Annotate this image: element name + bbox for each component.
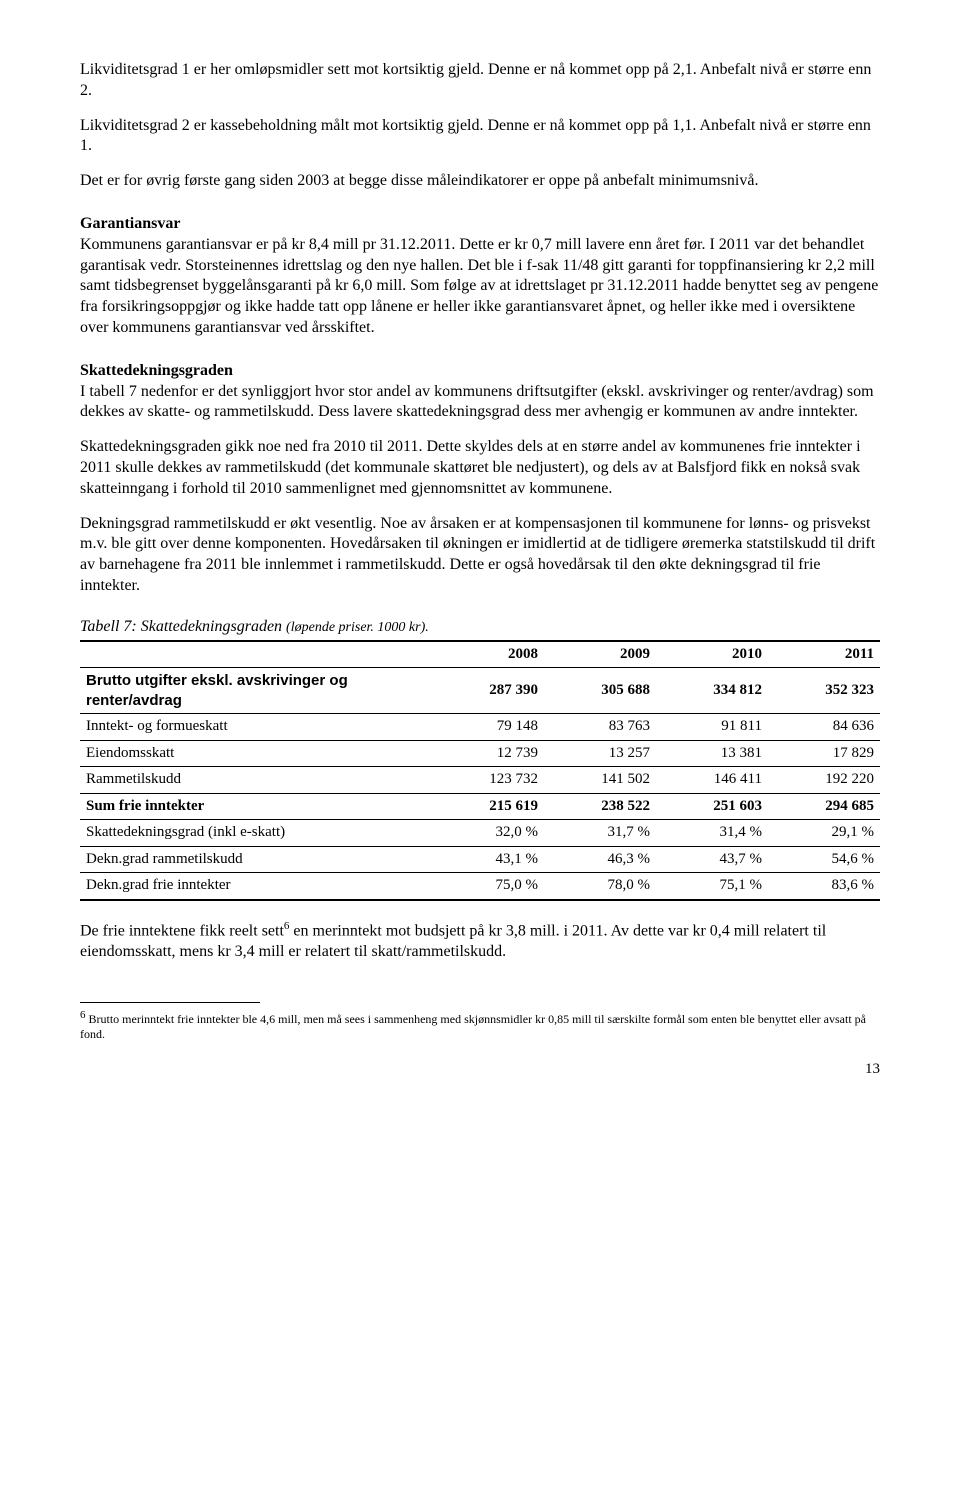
table-cell-label: Sum frie inntekter bbox=[80, 793, 432, 820]
table-cell: 78,0 % bbox=[544, 873, 656, 900]
table-cell: 352 323 bbox=[768, 668, 880, 714]
table-cell: 43,1 % bbox=[432, 846, 544, 873]
table-cell: 334 812 bbox=[656, 668, 768, 714]
table-cell: 32,0 % bbox=[432, 820, 544, 847]
table-cell: 31,4 % bbox=[656, 820, 768, 847]
table-cell: 75,0 % bbox=[432, 873, 544, 900]
table-title-main: Tabell 7: Skattedekningsgraden bbox=[80, 618, 286, 635]
table-header-2008: 2008 bbox=[432, 641, 544, 668]
heading-garantiansvar: Garantiansvar bbox=[80, 214, 880, 235]
garanti-body: Kommunens garantiansvar er på kr 8,4 mil… bbox=[80, 235, 880, 339]
skatte-table: 2008 2009 2010 2011 Brutto utgifter eksk… bbox=[80, 640, 880, 901]
table-cell: 287 390 bbox=[432, 668, 544, 714]
table-row: Sum frie inntekter215 619238 522251 6032… bbox=[80, 793, 880, 820]
table-cell: 46,3 % bbox=[544, 846, 656, 873]
table-cell-label: Rammetilskudd bbox=[80, 767, 432, 794]
intro-para-2: Likviditetsgrad 2 er kassebeholdning mål… bbox=[80, 116, 880, 158]
footnote: 6 Brutto merinntekt frie inntekter ble 4… bbox=[80, 1009, 880, 1042]
skatte-p2: Skattedekningsgraden gikk noe ned fra 20… bbox=[80, 437, 880, 499]
table-title-paren: (løpende priser. 1000 kr). bbox=[286, 620, 429, 635]
table-cell: 192 220 bbox=[768, 767, 880, 794]
table-row: Dekn.grad rammetilskudd43,1 %46,3 %43,7 … bbox=[80, 846, 880, 873]
table-cell: 83,6 % bbox=[768, 873, 880, 900]
table-cell-label: Inntekt- og formueskatt bbox=[80, 714, 432, 741]
table-cell-label: Brutto utgifter ekskl. avskrivinger og r… bbox=[80, 668, 432, 714]
table-cell-label: Skattedekningsgrad (inkl e-skatt) bbox=[80, 820, 432, 847]
table-row: Rammetilskudd123 732141 502146 411192 22… bbox=[80, 767, 880, 794]
table-header-row: 2008 2009 2010 2011 bbox=[80, 641, 880, 668]
table-cell: 29,1 % bbox=[768, 820, 880, 847]
page-number: 13 bbox=[80, 1060, 880, 1080]
table-cell: 146 411 bbox=[656, 767, 768, 794]
table-cell: 17 829 bbox=[768, 740, 880, 767]
table-header-2009: 2009 bbox=[544, 641, 656, 668]
table-cell: 13 257 bbox=[544, 740, 656, 767]
table-cell: 123 732 bbox=[432, 767, 544, 794]
table-cell: 75,1 % bbox=[656, 873, 768, 900]
table-cell: 31,7 % bbox=[544, 820, 656, 847]
table-cell: 251 603 bbox=[656, 793, 768, 820]
closing-pre: De frie inntektene fikk reelt sett bbox=[80, 922, 284, 939]
table-row: Dekn.grad frie inntekter75,0 %78,0 %75,1… bbox=[80, 873, 880, 900]
table-cell: 294 685 bbox=[768, 793, 880, 820]
intro-para-3: Det er for øvrig første gang siden 2003 … bbox=[80, 171, 880, 192]
skatte-p3: Dekningsgrad rammetilskudd er økt vesent… bbox=[80, 514, 880, 597]
table-cell: 79 148 bbox=[432, 714, 544, 741]
table-row: Eiendomsskatt12 73913 25713 38117 829 bbox=[80, 740, 880, 767]
table-cell: 12 739 bbox=[432, 740, 544, 767]
table-header-2011: 2011 bbox=[768, 641, 880, 668]
table-cell: 141 502 bbox=[544, 767, 656, 794]
table-cell: 91 811 bbox=[656, 714, 768, 741]
table-cell-label: Eiendomsskatt bbox=[80, 740, 432, 767]
table-title: Tabell 7: Skattedekningsgraden (løpende … bbox=[80, 617, 880, 638]
skatte-p1: I tabell 7 nedenfor er det synliggjort h… bbox=[80, 382, 880, 424]
table-cell-label: Dekn.grad rammetilskudd bbox=[80, 846, 432, 873]
intro-para-1: Likviditetsgrad 1 er her omløpsmidler se… bbox=[80, 60, 880, 102]
table-cell: 238 522 bbox=[544, 793, 656, 820]
table-row: Brutto utgifter ekskl. avskrivinger og r… bbox=[80, 668, 880, 714]
table-row: Skattedekningsgrad (inkl e-skatt)32,0 %3… bbox=[80, 820, 880, 847]
table-cell: 43,7 % bbox=[656, 846, 768, 873]
table-row: Inntekt- og formueskatt79 14883 76391 81… bbox=[80, 714, 880, 741]
table-cell: 215 619 bbox=[432, 793, 544, 820]
table-header-blank bbox=[80, 641, 432, 668]
heading-skattedekning: Skattedekningsgraden bbox=[80, 361, 880, 382]
table-cell: 84 636 bbox=[768, 714, 880, 741]
table-cell: 13 381 bbox=[656, 740, 768, 767]
table-cell-label: Dekn.grad frie inntekter bbox=[80, 873, 432, 900]
table-cell: 54,6 % bbox=[768, 846, 880, 873]
table-cell: 83 763 bbox=[544, 714, 656, 741]
closing-para: De frie inntektene fikk reelt sett6 en m… bbox=[80, 919, 880, 963]
table-cell: 305 688 bbox=[544, 668, 656, 714]
footnote-text: Brutto merinntekt frie inntekter ble 4,6… bbox=[80, 1012, 866, 1041]
table-header-2010: 2010 bbox=[656, 641, 768, 668]
footnote-separator bbox=[80, 1002, 260, 1003]
